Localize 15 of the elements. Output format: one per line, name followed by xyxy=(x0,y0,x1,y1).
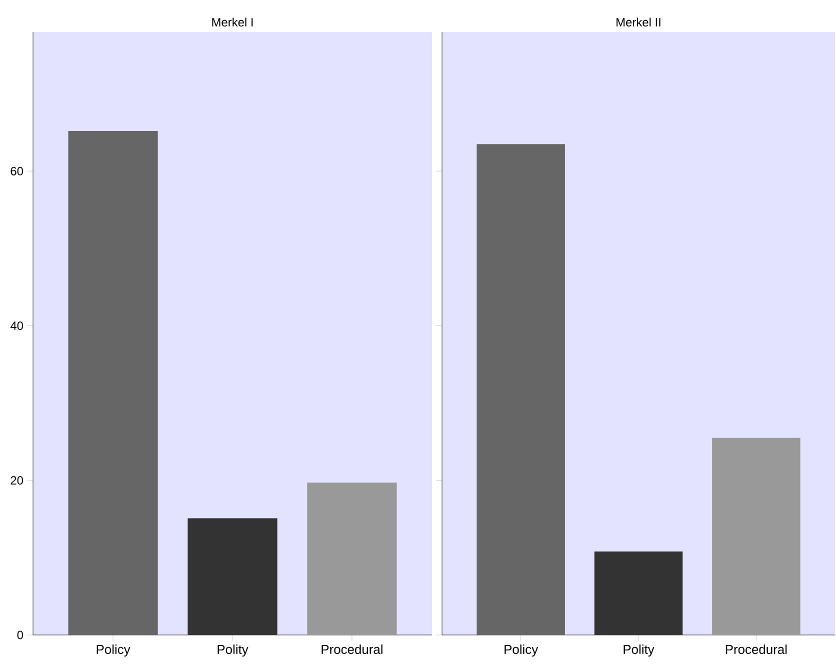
y-tick-label: 60 xyxy=(10,166,24,176)
x-tick-label: Procedural xyxy=(322,644,382,654)
chart-title: Merkel I xyxy=(212,18,253,26)
x-tick-label: Policy xyxy=(96,644,130,657)
x-tick-label: Polity xyxy=(218,644,248,657)
y-tick-label: 0 xyxy=(17,630,24,640)
chart-title: Merkel II xyxy=(616,18,660,26)
x-tick-label: Polity xyxy=(624,644,654,657)
bar xyxy=(68,130,158,635)
bar xyxy=(188,518,278,635)
x-tick-label: Procedural xyxy=(726,644,787,654)
bar xyxy=(307,482,397,635)
x-tick-label: Policy xyxy=(504,644,538,657)
y-tick-label: 40 xyxy=(10,322,24,330)
y-tick-label: 20 xyxy=(10,476,24,485)
